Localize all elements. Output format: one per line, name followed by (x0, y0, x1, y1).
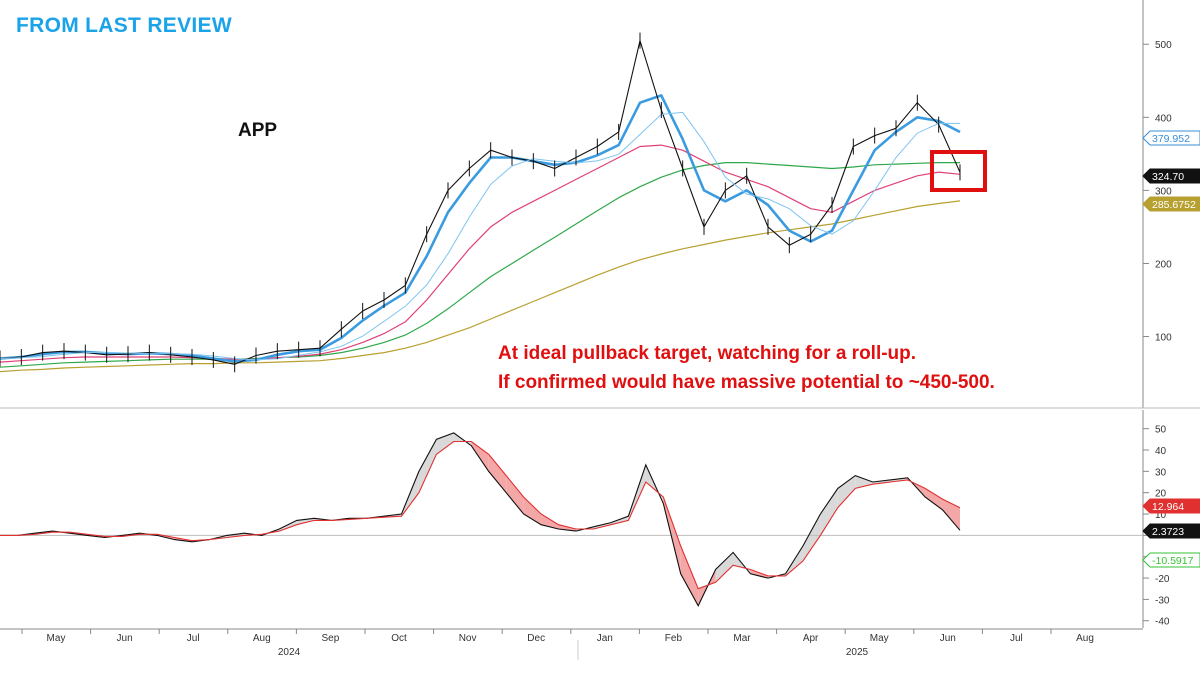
value-tag: 324.70 (1142, 168, 1200, 184)
value-tag: 12.964 (1142, 498, 1200, 514)
x-tick-label: Aug (1076, 633, 1094, 644)
value-tag-label: 12.964 (1152, 501, 1184, 513)
annotation-line-1: At ideal pullback target, watching for a… (498, 343, 916, 364)
chart-title: APP (238, 120, 277, 141)
x-tick-label: Feb (665, 633, 683, 644)
x-tick-label: Jul (1010, 633, 1023, 644)
x-tick-label: Apr (803, 633, 819, 644)
price-lines (0, 32, 961, 373)
price-series-line (0, 162, 960, 368)
oscillator-fill-segment (471, 441, 489, 472)
x-axis-ticks: May Jun Jul Aug Sep Oct Nov Dec Jan Feb Mar Apr May J… (21, 629, 1094, 658)
annotation-line-2: If confirmed would have massive potentia… (498, 372, 995, 393)
price-tick-label: 100 (1155, 333, 1172, 344)
x-tick-label: Jun (117, 633, 133, 644)
x-tick-label: Mar (733, 633, 751, 644)
price-series-line (0, 200, 961, 373)
year-label: 2024 (278, 647, 301, 658)
oscillator-tick-label: 30 (1155, 467, 1167, 478)
pullback-target-box (930, 150, 987, 192)
oscillator-fill-segment (802, 514, 821, 561)
oscillator-fill-segment (715, 552, 734, 583)
oscillator-tags: 12.964 2.3723 -10.5917 (1142, 498, 1200, 568)
x-tick-label: Nov (459, 633, 477, 644)
oscillator-fill-segment (680, 546, 699, 606)
review-header: FROM LAST REVIEW (16, 14, 232, 37)
oscillator-fill-segment (942, 499, 960, 531)
value-tag: -10.5917 (1142, 552, 1200, 568)
oscillator-fill-segment (506, 475, 524, 515)
value-tag: 2.3723 (1142, 523, 1200, 539)
oscillator-series-line (0, 440, 961, 590)
x-tick-label: Oct (391, 633, 407, 644)
oscillator-tick-label: 40 (1155, 446, 1167, 457)
oscillator-fill-segment (837, 475, 856, 508)
oscillator-lines (0, 432, 961, 608)
value-tag-label: 324.70 (1152, 171, 1184, 183)
price-tick-label: 300 (1155, 186, 1172, 197)
oscillator-tick-label: -40 (1155, 617, 1170, 628)
oscillator-fill-segment (925, 488, 943, 510)
x-tick-label: Jul (187, 633, 200, 644)
oscillator-fill-segment (418, 439, 437, 493)
value-tag: 379.952 (1142, 130, 1200, 146)
price-series-line (0, 144, 961, 363)
price-series-line-secondary (0, 111, 960, 361)
oscillator-fill-segment (488, 454, 507, 493)
x-tick-label: Aug (253, 633, 271, 644)
oscillator-tick-label: 50 (1155, 425, 1167, 436)
x-tick-label: Dec (527, 633, 545, 644)
price-tags: 379.952 324.70 285.6752 (1142, 130, 1200, 212)
x-tick-label: Jan (597, 633, 613, 644)
year-label: 2025 (846, 647, 869, 658)
value-tag-label: 379.952 (1152, 133, 1190, 145)
value-tag: 285.6752 (1142, 196, 1200, 212)
oscillator-fill-segment (523, 496, 542, 525)
oscillator-series-line (0, 432, 961, 608)
x-tick-label: May (47, 633, 66, 644)
oscillator-tick-label: -20 (1155, 574, 1170, 585)
oscillator-tick-label: -30 (1155, 595, 1170, 606)
oscillator-tick-label: 20 (1155, 489, 1167, 500)
value-tag-label: 285.6752 (1152, 199, 1196, 211)
price-tick-label: 500 (1155, 40, 1172, 51)
value-tag-label: -10.5917 (1152, 555, 1194, 567)
price-y-ticks: 100 200 300 400 500 (1143, 40, 1172, 344)
price-tick-label: 200 (1155, 259, 1172, 270)
price-tick-label: 400 (1155, 113, 1172, 124)
x-tick-label: Sep (322, 633, 340, 644)
x-tick-label: May (870, 633, 889, 644)
oscillator-fill-segment (855, 475, 873, 489)
value-tag-label: 2.3723 (1152, 526, 1184, 538)
price-series-line (0, 94, 961, 363)
oscillator-tick-label: 10 (1155, 510, 1167, 521)
price-series-line (0, 40, 961, 365)
oscillator-fill-segment (820, 488, 838, 536)
x-tick-label: Jun (940, 633, 956, 644)
